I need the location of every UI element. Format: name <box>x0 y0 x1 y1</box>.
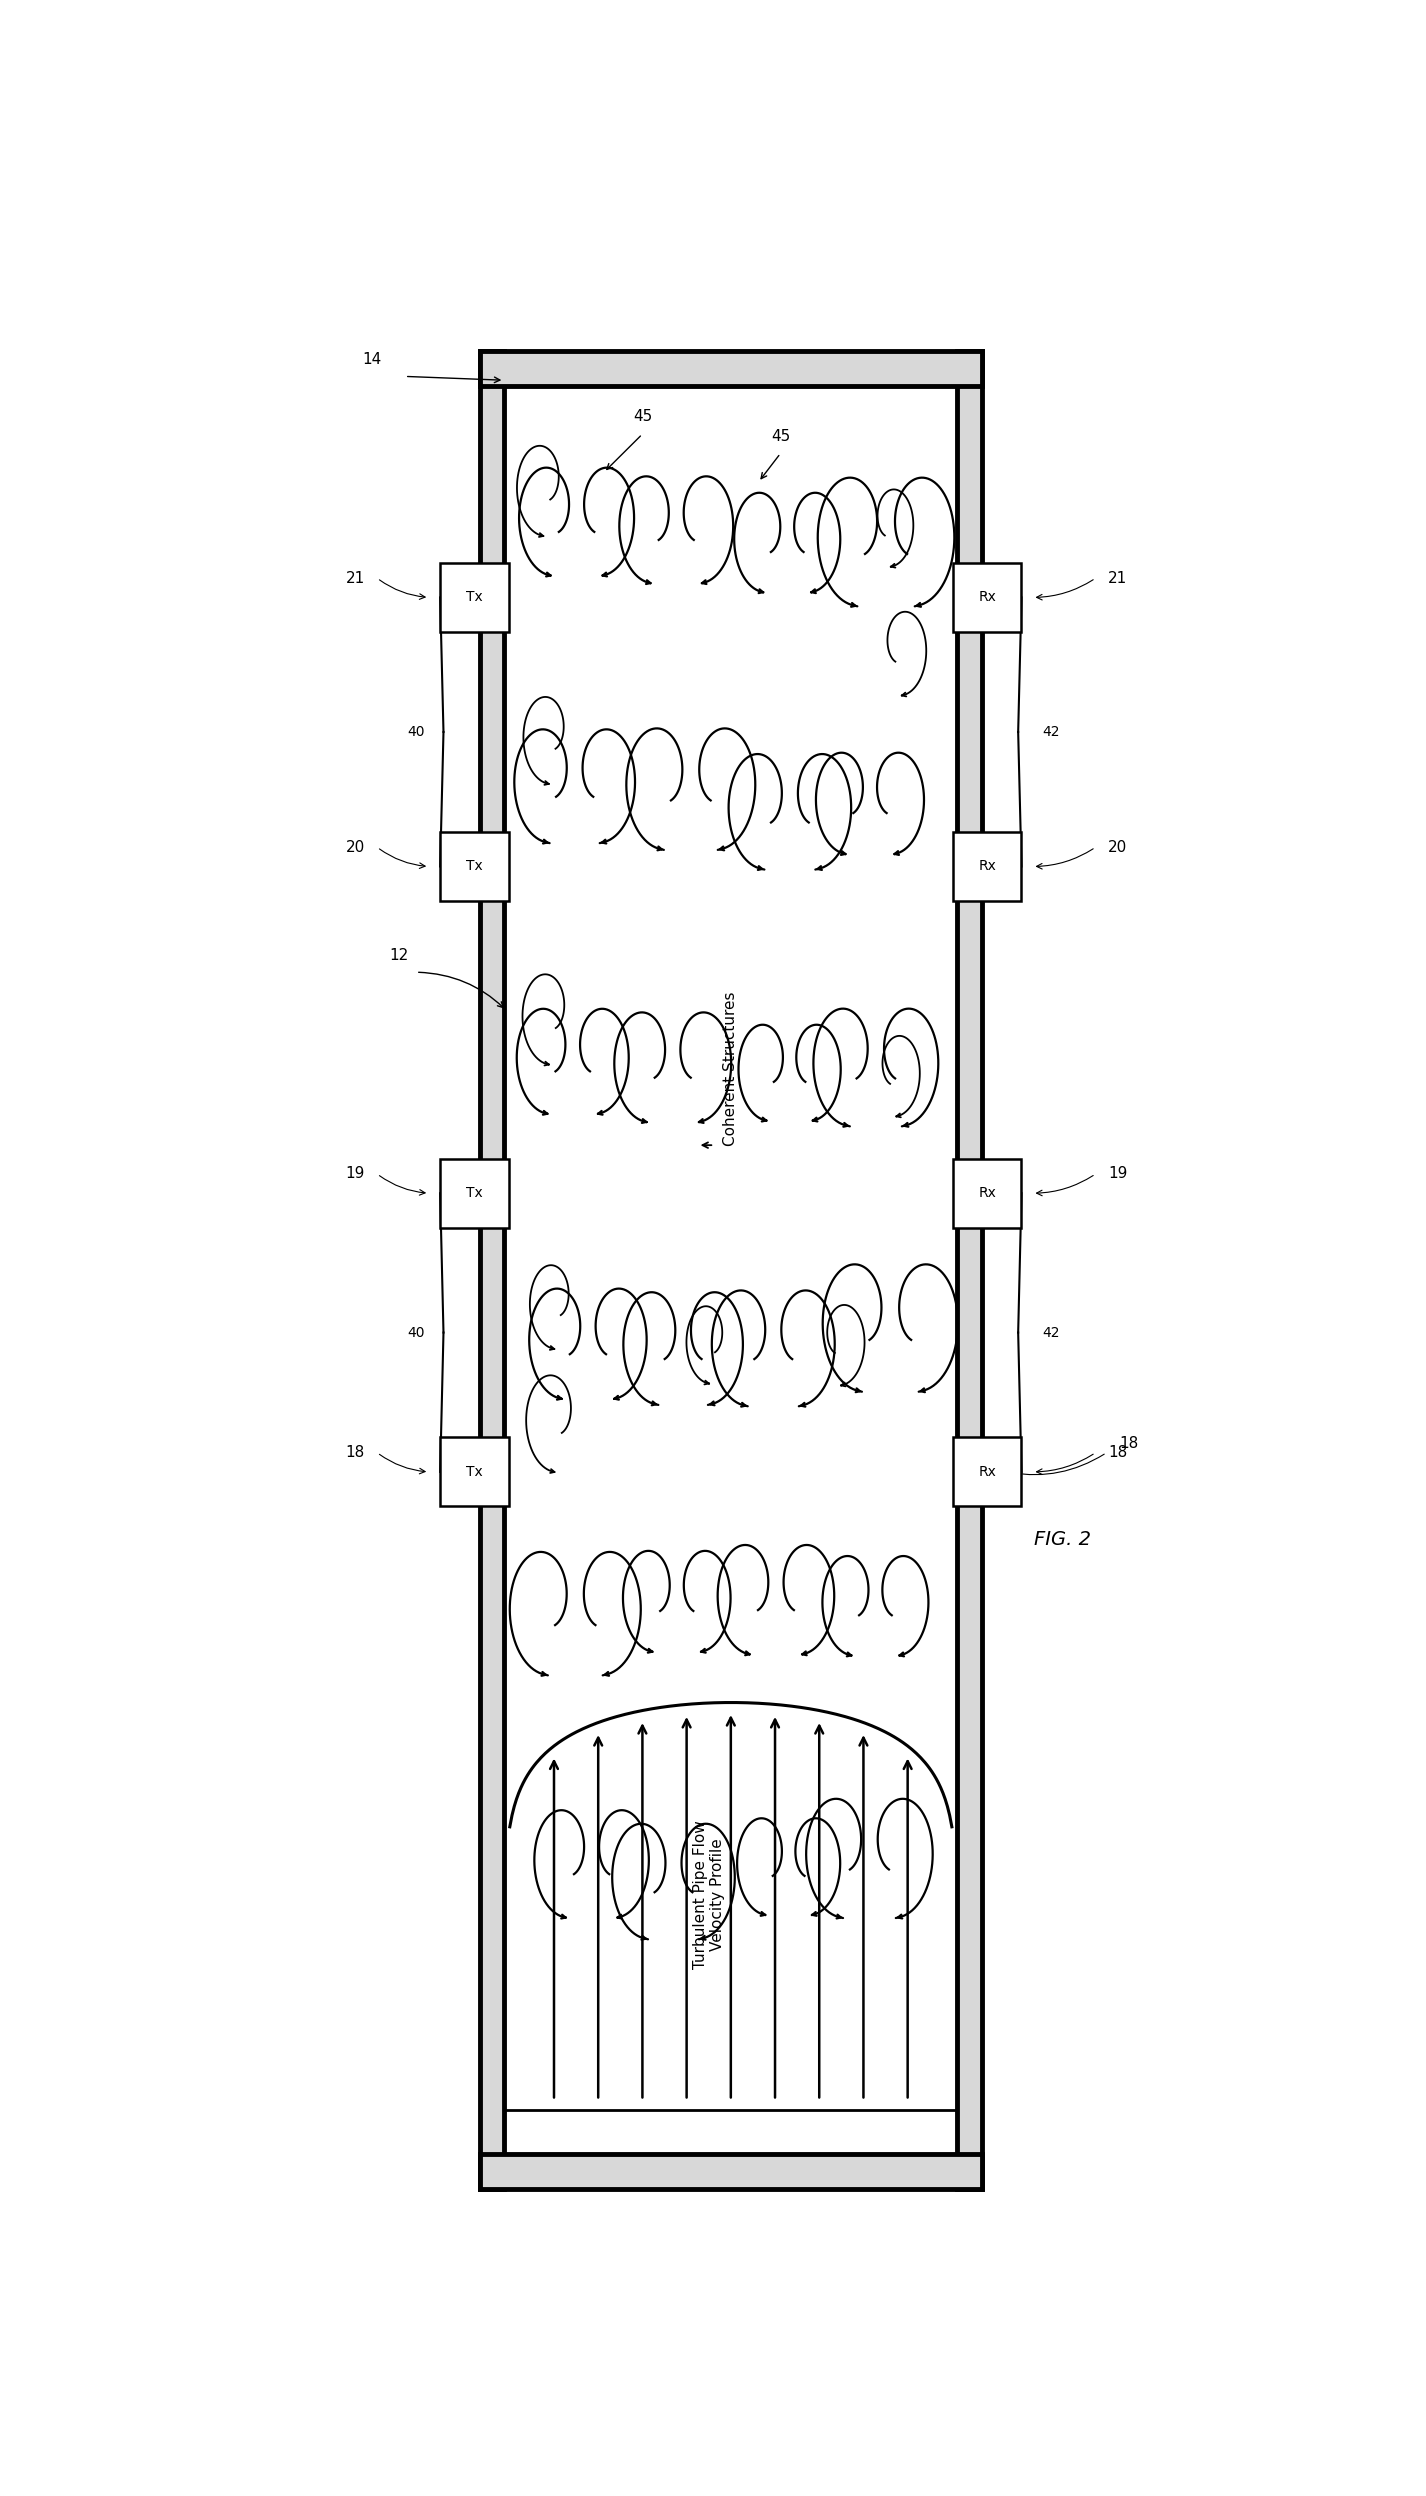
Text: Rx: Rx <box>978 592 997 604</box>
Bar <box>957 352 981 2189</box>
Text: Coherent Structures: Coherent Structures <box>723 991 739 1146</box>
Text: Turbulent Pipe Flow
Velocity Profile: Turbulent Pipe Flow Velocity Profile <box>693 1820 724 1969</box>
Text: 18: 18 <box>1119 1435 1138 1450</box>
Text: 20: 20 <box>345 839 365 854</box>
Bar <box>953 1438 1021 1508</box>
Bar <box>481 2154 981 2189</box>
Bar <box>441 562 509 631</box>
Text: 14: 14 <box>362 352 381 367</box>
Text: 21: 21 <box>345 572 365 587</box>
Text: Tx: Tx <box>466 1186 483 1201</box>
Bar <box>481 352 981 387</box>
Text: 19: 19 <box>1108 1166 1128 1181</box>
Text: 42: 42 <box>1042 1325 1060 1340</box>
Text: Tx: Tx <box>466 592 483 604</box>
Text: Rx: Rx <box>978 1465 997 1480</box>
Bar <box>441 1438 509 1508</box>
Bar <box>953 831 1021 901</box>
Text: 18: 18 <box>345 1445 365 1460</box>
Bar <box>953 562 1021 631</box>
Text: Tx: Tx <box>466 859 483 874</box>
Text: 42: 42 <box>1042 724 1060 739</box>
Bar <box>441 831 509 901</box>
Bar <box>441 1158 509 1228</box>
Text: Tx: Tx <box>466 1465 483 1480</box>
Text: Rx: Rx <box>978 1186 997 1201</box>
Text: Rx: Rx <box>978 859 997 874</box>
Text: 40: 40 <box>406 1325 425 1340</box>
Bar <box>953 1158 1021 1228</box>
Text: 18: 18 <box>1108 1445 1127 1460</box>
Bar <box>481 352 505 2189</box>
Text: 20: 20 <box>1108 839 1127 854</box>
Text: 45: 45 <box>771 429 790 444</box>
Text: 19: 19 <box>345 1166 365 1181</box>
Text: 40: 40 <box>406 724 425 739</box>
Text: 45: 45 <box>633 409 652 424</box>
Text: 21: 21 <box>1108 572 1127 587</box>
Text: FIG. 2: FIG. 2 <box>1034 1530 1091 1548</box>
Text: 12: 12 <box>389 948 409 963</box>
